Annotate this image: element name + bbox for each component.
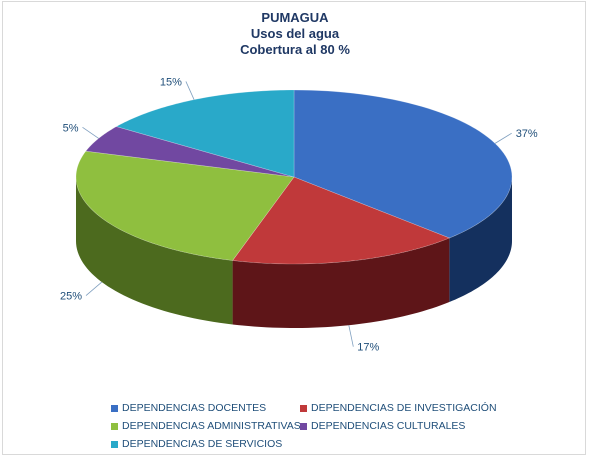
chart-subtitle: Usos del agua [250,26,340,41]
data-label-1: 17% [357,342,379,354]
leader-line-4 [185,81,195,100]
legend-swatch [300,405,307,412]
pie-labels: 37% 17% 25% 5% 15% [60,76,538,353]
pie-side-2 [76,177,233,325]
legend-swatch [111,441,118,448]
data-label-0: 37% [516,128,538,140]
leader-line-1 [348,325,354,347]
chart-subtitle-coverage: Cobertura al 80 % [240,42,350,57]
pie-slice-0 [293,89,513,239]
legend-label: DEPENDENCIAS DOCENTES [122,402,267,414]
data-label-2: 25% [60,291,82,303]
leader-line-2 [85,281,103,296]
legend-label: DEPENDENCIAS CULTURALES [311,420,466,432]
legend-label: DEPENDENCIAS DE SERVICIOS [122,438,283,450]
leader-line-3 [82,126,99,139]
chart-title-block: PUMAGUA Usos del agua Cobertura al 80 % [3,10,587,58]
pie-chart: 37% 17% 25% 5% 15% [60,76,538,353]
legend-swatch [300,423,307,430]
pie-sides [76,177,512,328]
legend-swatch [111,423,118,430]
pie-side-0 [449,177,512,303]
chart-title: PUMAGUA [261,10,329,25]
pie-top [75,89,513,265]
pie-side-1 [232,238,450,328]
legend-label: DEPENDENCIAS ADMINISTRATIVAS [122,420,301,432]
pie-slice-1 [232,176,451,265]
leader-line-0 [494,132,512,144]
data-label-3: 5% [63,122,79,134]
legend-label: DEPENDENCIAS DE INVESTIGACIÓN [311,402,497,414]
legend-swatch [111,405,118,412]
data-label-4: 15% [160,76,182,88]
pie-slice-2 [75,150,295,261]
